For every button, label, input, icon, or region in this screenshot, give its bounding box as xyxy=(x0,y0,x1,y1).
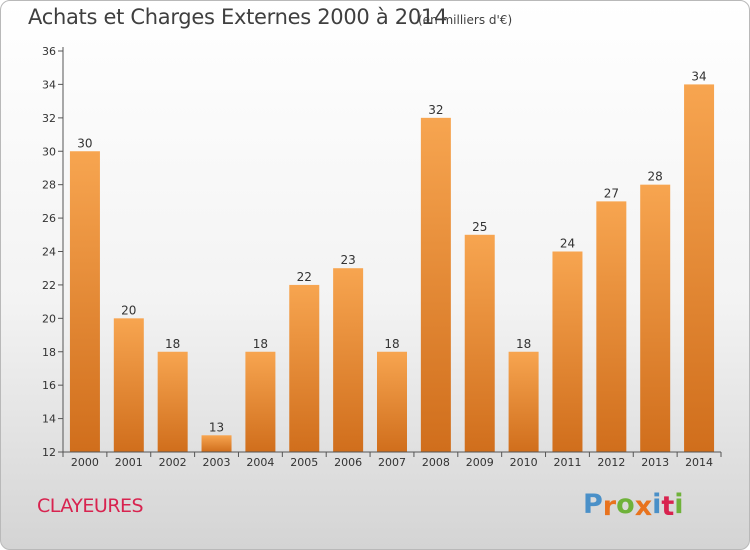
bar-2002 xyxy=(157,351,188,452)
bar-2004 xyxy=(245,351,276,452)
y-tick-label: 20 xyxy=(42,312,56,325)
x-tick-label-2006: 2006 xyxy=(334,456,362,469)
y-tick-label: 14 xyxy=(42,413,56,426)
logo-letter: o xyxy=(616,489,635,520)
bar-2001 xyxy=(113,318,144,452)
x-tick-label-2014: 2014 xyxy=(685,456,713,469)
logo-letter: P xyxy=(583,489,603,520)
data-label-2011: 24 xyxy=(560,237,575,251)
data-label-2001: 20 xyxy=(121,303,136,317)
data-label-2012: 27 xyxy=(604,186,619,200)
x-tick-label-2002: 2002 xyxy=(159,456,187,469)
logo-letter: r xyxy=(602,491,617,522)
chart-title: Achats et Charges Externes 2000 à 2014 xyxy=(28,5,448,29)
data-label-2009: 25 xyxy=(472,220,487,234)
data-label-2004: 18 xyxy=(253,337,268,351)
bar-2007 xyxy=(377,351,407,452)
logo-letter: x xyxy=(634,491,653,522)
logo-letter: i xyxy=(674,489,684,520)
logo-letter: i xyxy=(652,489,662,520)
axis-layer: 12 14 16 18 20 22 24 26 28 30 32 34 36 2000 2001 2002 20… xyxy=(42,45,722,469)
x-tick-label-2013: 2013 xyxy=(641,456,669,469)
x-tick-label-2009: 2009 xyxy=(466,456,494,469)
data-label-2007: 18 xyxy=(384,337,399,351)
x-tick-label-2007: 2007 xyxy=(378,456,406,469)
x-tick-label-2004: 2004 xyxy=(246,456,274,469)
bar-2010 xyxy=(508,351,539,452)
y-tick-label: 34 xyxy=(42,78,56,91)
y-tick-label: 12 xyxy=(42,446,56,459)
bar-2008 xyxy=(420,117,451,452)
data-label-2000: 30 xyxy=(77,136,92,150)
bar-2006 xyxy=(333,268,364,452)
x-tick-label-2008: 2008 xyxy=(422,456,450,469)
y-tick-label: 24 xyxy=(42,246,56,259)
y-tick-label: 16 xyxy=(42,379,56,392)
y-tick-label: 18 xyxy=(42,346,56,359)
x-tick-label-2001: 2001 xyxy=(115,456,143,469)
bar-2005 xyxy=(289,284,320,452)
y-tick-label: 26 xyxy=(42,212,56,225)
bar-2009 xyxy=(464,234,495,452)
proxiti-logo: Proxiti xyxy=(583,489,684,522)
bar-2014 xyxy=(684,84,715,453)
data-label-2014: 34 xyxy=(691,69,706,83)
x-tick-label-2003: 2003 xyxy=(203,456,231,469)
y-tick-label: 22 xyxy=(42,279,56,292)
y-tick-label: 32 xyxy=(42,112,56,125)
commune-name: CLAYEURES xyxy=(37,495,144,517)
bar-2003 xyxy=(201,435,232,452)
data-label-2002: 18 xyxy=(165,337,180,351)
data-label-2010: 18 xyxy=(516,337,531,351)
data-label-2006: 23 xyxy=(340,253,355,267)
y-tick-label: 30 xyxy=(42,145,56,158)
chart-subtitle: (en milliers d'€) xyxy=(418,13,513,27)
x-tick-label-2010: 2010 xyxy=(510,456,538,469)
y-tick-label: 36 xyxy=(42,45,56,58)
bar-2013 xyxy=(640,184,671,452)
bars-layer: 30 20 18 13 18 22 23 18 32 25 18 24 27 28 34 xyxy=(69,69,715,453)
logo-letter: t xyxy=(661,491,675,522)
bar-2012 xyxy=(596,201,627,452)
x-tick-label-2012: 2012 xyxy=(597,456,625,469)
data-label-2003: 13 xyxy=(209,420,224,434)
data-label-2013: 28 xyxy=(648,170,663,184)
y-tick-label: 28 xyxy=(42,179,56,192)
x-tick-label-2005: 2005 xyxy=(290,456,318,469)
data-label-2005: 22 xyxy=(297,270,312,284)
x-tick-label-2000: 2000 xyxy=(71,456,99,469)
bar-2011 xyxy=(552,251,583,452)
data-label-2008: 32 xyxy=(428,103,443,117)
bar-2000 xyxy=(69,151,100,452)
x-tick-label-2011: 2011 xyxy=(553,456,581,469)
